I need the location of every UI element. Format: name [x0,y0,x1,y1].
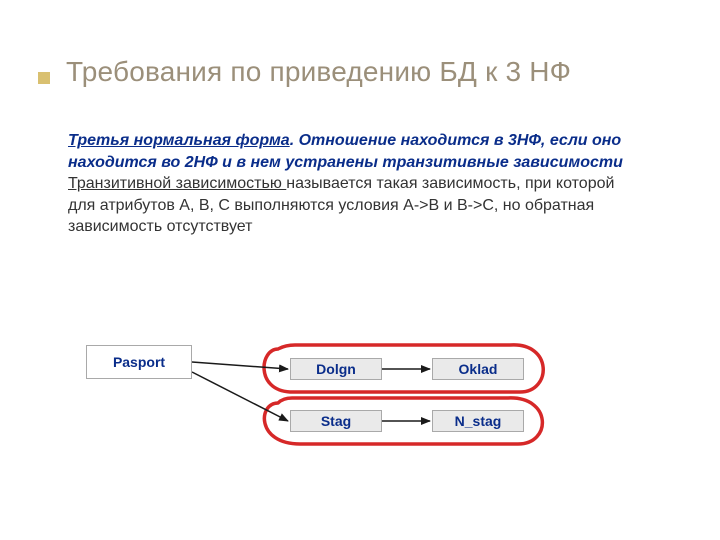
node-nstag-label: N_stag [455,413,502,429]
arrow-pasport-stag [192,372,288,421]
node-oklad-label: Oklad [459,361,498,377]
node-dolgn: Dolgn [290,358,382,380]
node-pasport-label: Pasport [113,354,165,370]
node-oklad: Oklad [432,358,524,380]
node-stag-label: Stag [321,413,351,429]
slide: Требования по приведению БД к 3 НФ Треть… [0,0,720,540]
node-dolgn-label: Dolgn [316,361,356,377]
node-stag: Stag [290,410,382,432]
diagram-svg [0,0,720,540]
node-nstag: N_stag [432,410,524,432]
node-pasport: Pasport [86,345,192,379]
arrow-pasport-dolgn [192,362,288,369]
